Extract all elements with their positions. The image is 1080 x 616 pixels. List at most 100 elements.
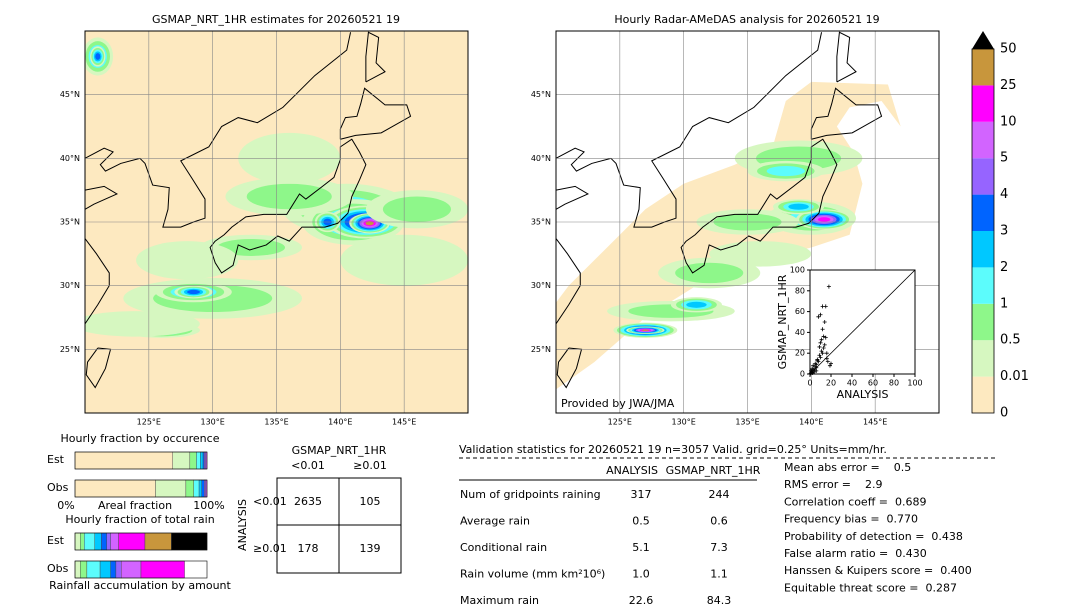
cell: 105: [360, 495, 381, 508]
rain-area: [788, 203, 809, 210]
row-label: Rain volume (mm km²10⁶): [460, 568, 605, 581]
row-title: ANALYSIS: [236, 499, 249, 551]
y-tick-label: 100: [790, 266, 805, 275]
point: [822, 320, 827, 324]
point: [823, 304, 828, 309]
value: 84.3: [707, 594, 732, 607]
axis-label: Rainfall accumulation by amount: [49, 579, 231, 592]
fraction-segment: [172, 451, 191, 470]
map-title: Hourly Radar-AMeDAS analysis for 2026052…: [614, 13, 879, 26]
coastline: [85, 185, 119, 210]
rain-area: [675, 262, 744, 284]
score: False alarm ratio = 0.430: [784, 547, 927, 560]
fraction-segment: [155, 479, 187, 498]
rain-area: [686, 301, 707, 308]
point: [824, 356, 829, 361]
fraction-segment: [198, 479, 202, 498]
point: [814, 362, 819, 367]
coastline: [209, 138, 367, 274]
colorbar-label: 25: [1000, 78, 1017, 93]
cell: 139: [360, 542, 381, 555]
coastline: [610, 32, 823, 228]
point: [823, 335, 828, 340]
point: [816, 314, 821, 319]
fraction-segment: [189, 451, 197, 470]
point: [821, 334, 826, 339]
value: 244: [709, 488, 730, 501]
table-title: GSMAP_NRT_1HR: [292, 444, 387, 457]
fraction-segment: [80, 560, 88, 579]
panel-title: Hourly fraction by occurence: [61, 432, 220, 445]
rain-area: [85, 311, 200, 337]
x-tick-label: 60: [868, 379, 878, 388]
colorbar-label: 0: [1000, 406, 1008, 421]
coastline: [556, 185, 590, 210]
fraction-segment: [74, 451, 173, 470]
y-tick-label: 80: [795, 286, 805, 295]
rain-area: [95, 53, 101, 60]
value: 22.6: [629, 594, 654, 607]
axis-label: 0%: [57, 499, 74, 512]
coastline: [836, 31, 857, 83]
fraction-segment: [144, 532, 172, 551]
fraction-segment: [118, 532, 146, 551]
lon-label: 135°E: [264, 418, 288, 427]
rain-area: [136, 241, 239, 280]
colorbar-segment: [972, 376, 994, 413]
point: [815, 357, 820, 362]
rain-area: [382, 196, 451, 222]
axis-label: Areal fraction: [98, 499, 172, 512]
cell: 2635: [294, 495, 322, 508]
fraction-segment: [94, 532, 102, 551]
rain-area: [709, 241, 812, 267]
x-tick-label: 40: [847, 379, 857, 388]
point: [820, 351, 825, 356]
row-label: Maximum rain: [460, 594, 539, 607]
lon-label: 145°E: [863, 418, 887, 427]
fraction-segment: [115, 560, 122, 579]
point: [820, 327, 825, 332]
colorbar-label: 10: [1000, 114, 1017, 129]
coastline: [139, 32, 352, 228]
col-label: <0.01: [291, 459, 325, 472]
colorbar-label: 1: [1000, 296, 1008, 311]
coastline: [339, 87, 412, 140]
bar-frame: [74, 560, 208, 579]
panel-title: Hourly fraction of total rain: [65, 513, 214, 526]
row-label: Est: [47, 534, 65, 547]
colorbar-segment: [972, 121, 994, 159]
diagonal: [809, 269, 916, 375]
lon-label: 130°E: [672, 418, 696, 427]
row-label: ≥0.01: [253, 542, 287, 555]
fraction-segment: [74, 479, 156, 498]
point: [827, 363, 832, 368]
fraction-segment: [200, 451, 204, 470]
score: Probability of detection = 0.438: [784, 530, 963, 543]
fraction-segment: [171, 532, 208, 551]
map-frame: [84, 30, 469, 414]
y-axis-label: GSMAP_NRT_1HR: [776, 274, 789, 369]
colorbar-label: 0.01: [1000, 369, 1029, 384]
fraction-segment: [193, 479, 200, 498]
col-header: GSMAP_NRT_1HR: [666, 464, 761, 477]
score: Frequency bias = 0.770: [784, 513, 918, 526]
coastline: [680, 138, 838, 274]
score: Mean abs error = 0.5: [784, 461, 911, 474]
point: [817, 353, 822, 358]
fraction-segment: [80, 532, 85, 551]
lon-label: 135°E: [735, 418, 759, 427]
fraction-segment: [99, 560, 111, 579]
point: [812, 367, 817, 372]
y-tick-label: 0: [800, 370, 805, 379]
row-label: Num of gridpoints raining: [460, 488, 601, 501]
point: [817, 344, 822, 349]
coastline: [556, 147, 612, 172]
point: [821, 346, 826, 350]
lon-label: 140°E: [799, 418, 823, 427]
fraction-segment: [110, 560, 117, 579]
row-label: Conditional rain: [460, 541, 547, 554]
y-tick-label: 20: [795, 349, 805, 358]
fraction-segment: [101, 532, 107, 551]
y-tick-label: 40: [795, 328, 805, 337]
